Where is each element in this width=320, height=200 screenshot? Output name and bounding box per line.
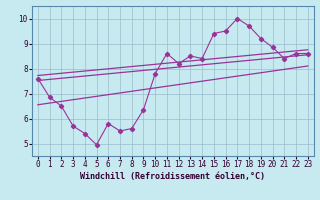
X-axis label: Windchill (Refroidissement éolien,°C): Windchill (Refroidissement éolien,°C) — [80, 172, 265, 181]
